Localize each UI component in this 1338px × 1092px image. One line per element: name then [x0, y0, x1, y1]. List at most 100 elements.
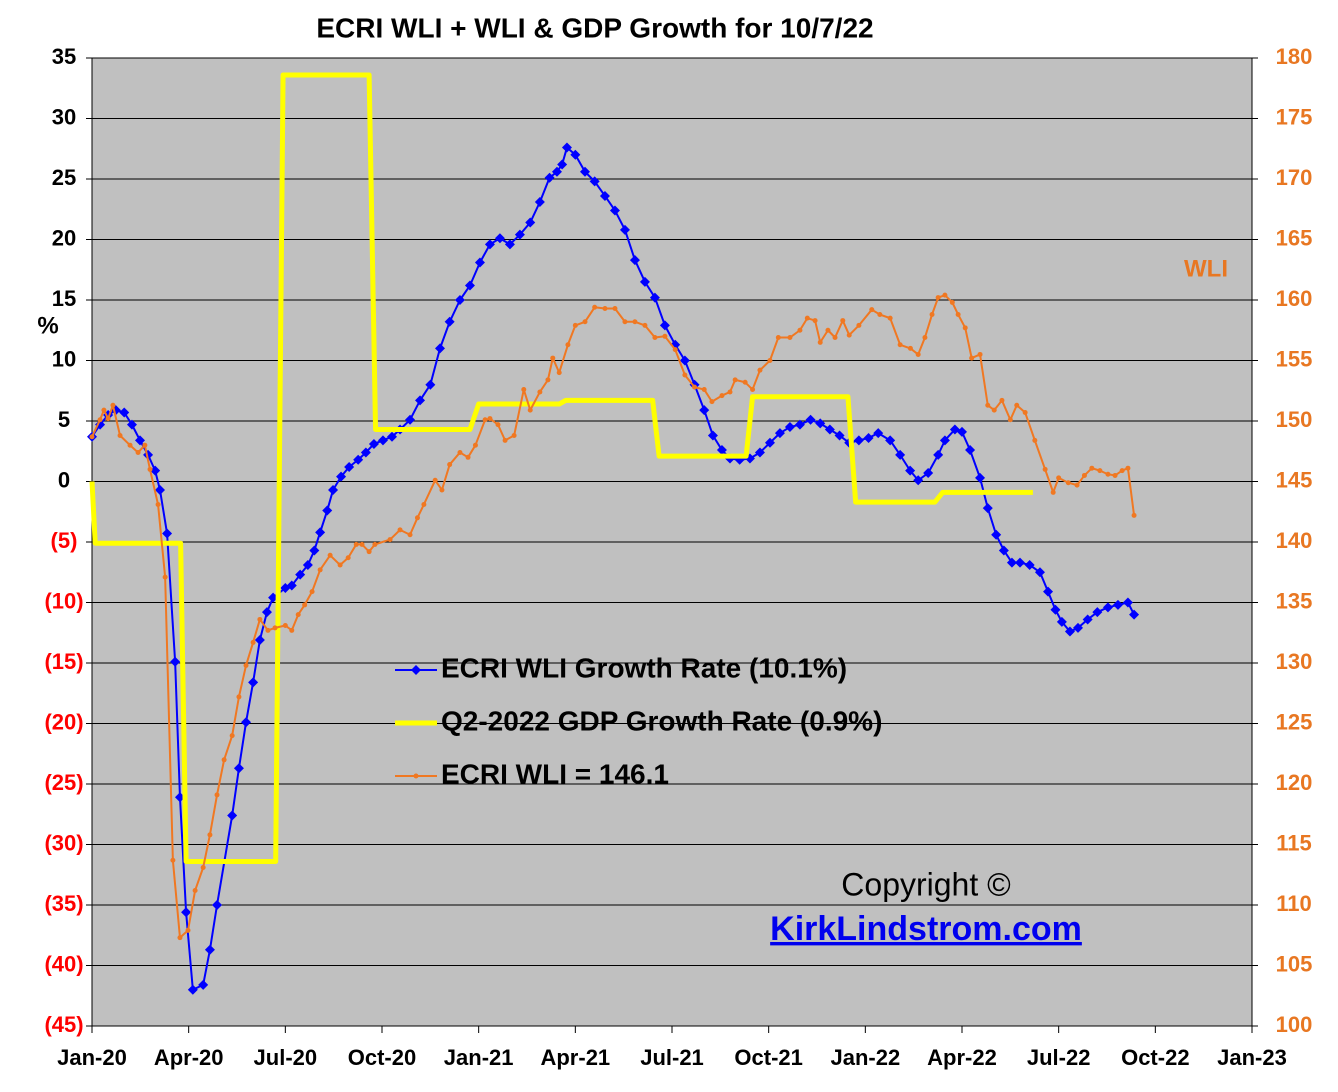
data-point [887, 315, 893, 321]
data-point [998, 545, 1009, 556]
data-point [302, 559, 313, 570]
data-point [233, 763, 244, 774]
data-point [922, 335, 928, 341]
data-point [1122, 597, 1133, 608]
y-tick-label: (20) [44, 709, 83, 734]
data-point [432, 477, 438, 483]
data-point [1074, 482, 1080, 488]
data-point [397, 527, 403, 533]
y2-tick-label: 180 [1276, 44, 1313, 69]
data-point [913, 475, 924, 486]
data-point [439, 487, 445, 493]
x-tick-label: Apr-21 [540, 1045, 610, 1070]
website[interactable]: KirkLindstrom.com [770, 910, 1082, 948]
data-point [699, 405, 710, 416]
data-point [957, 426, 967, 437]
data-point [832, 335, 838, 341]
x-tick-label: Jan-21 [444, 1045, 514, 1070]
data-point [942, 292, 948, 298]
data-point [982, 503, 993, 514]
data-point [863, 432, 874, 443]
data-point [484, 239, 495, 250]
y2-tick-label: 155 [1276, 346, 1313, 371]
data-point [289, 627, 295, 633]
data-point [551, 166, 562, 177]
data-point [1097, 468, 1103, 474]
data-point [1125, 465, 1131, 471]
data-point [1112, 599, 1123, 610]
data-point [662, 333, 668, 339]
data-point [101, 407, 107, 413]
data-point [682, 372, 688, 378]
data-point [309, 589, 315, 595]
data-point [985, 402, 991, 408]
data-point [885, 435, 896, 446]
data-point [716, 445, 727, 456]
data-point [377, 435, 388, 446]
y-tick-label: (25) [44, 770, 83, 795]
data-point [534, 196, 545, 207]
x-tick-label: Oct-22 [1121, 1045, 1189, 1070]
x-tick-label: Apr-20 [154, 1045, 224, 1070]
y2-tick-label: 145 [1276, 467, 1313, 492]
data-point [787, 335, 793, 341]
data-point [537, 389, 543, 395]
data-point [336, 471, 347, 482]
data-point [923, 468, 934, 479]
data-point [873, 428, 884, 439]
data-point [227, 810, 238, 821]
data-point [135, 449, 141, 455]
data-point [147, 466, 153, 472]
data-point [127, 442, 133, 448]
data-point [609, 205, 620, 216]
data-point [1131, 512, 1137, 518]
data-point [150, 465, 161, 476]
data-point [511, 433, 517, 439]
data-point [846, 332, 852, 338]
data-point [869, 307, 875, 313]
data-point [619, 224, 630, 235]
data-point [1092, 607, 1103, 618]
data-point [1015, 557, 1025, 568]
data-point [797, 327, 803, 333]
data-point [286, 580, 297, 591]
data-point [214, 792, 220, 798]
data-point [991, 529, 1002, 540]
data-point [97, 417, 103, 423]
y-tick-label: (45) [44, 1012, 83, 1037]
data-point [897, 342, 903, 348]
data-point [933, 449, 944, 460]
data-point [1042, 466, 1048, 472]
data-point [935, 295, 941, 301]
data-point [1007, 417, 1013, 423]
data-point [1112, 472, 1118, 478]
data-point [1102, 602, 1113, 613]
y-tick-label: (10) [44, 588, 83, 613]
data-point [1050, 489, 1056, 495]
x-tick-label: Oct-21 [734, 1045, 802, 1070]
data-point [642, 322, 648, 328]
data-point [359, 541, 365, 547]
data-point [322, 505, 333, 516]
data-point [185, 927, 191, 933]
data-point [599, 190, 610, 201]
data-point [612, 305, 618, 311]
y2-tick-label: 150 [1276, 407, 1313, 432]
y2-tick-label: 115 [1276, 830, 1312, 855]
data-point [840, 318, 846, 324]
data-point [415, 395, 426, 406]
data-point [929, 312, 935, 318]
data-point [407, 532, 413, 538]
data-point [257, 616, 263, 622]
data-point [545, 377, 551, 383]
data-point [372, 541, 378, 547]
data-point [177, 935, 183, 941]
data-point [368, 438, 379, 449]
data-point [589, 176, 600, 187]
data-point [602, 305, 608, 311]
y-tick-label: 5 [58, 407, 70, 432]
data-point [495, 422, 501, 428]
x-tick-label: Jan-22 [830, 1045, 900, 1070]
data-point [387, 537, 393, 543]
